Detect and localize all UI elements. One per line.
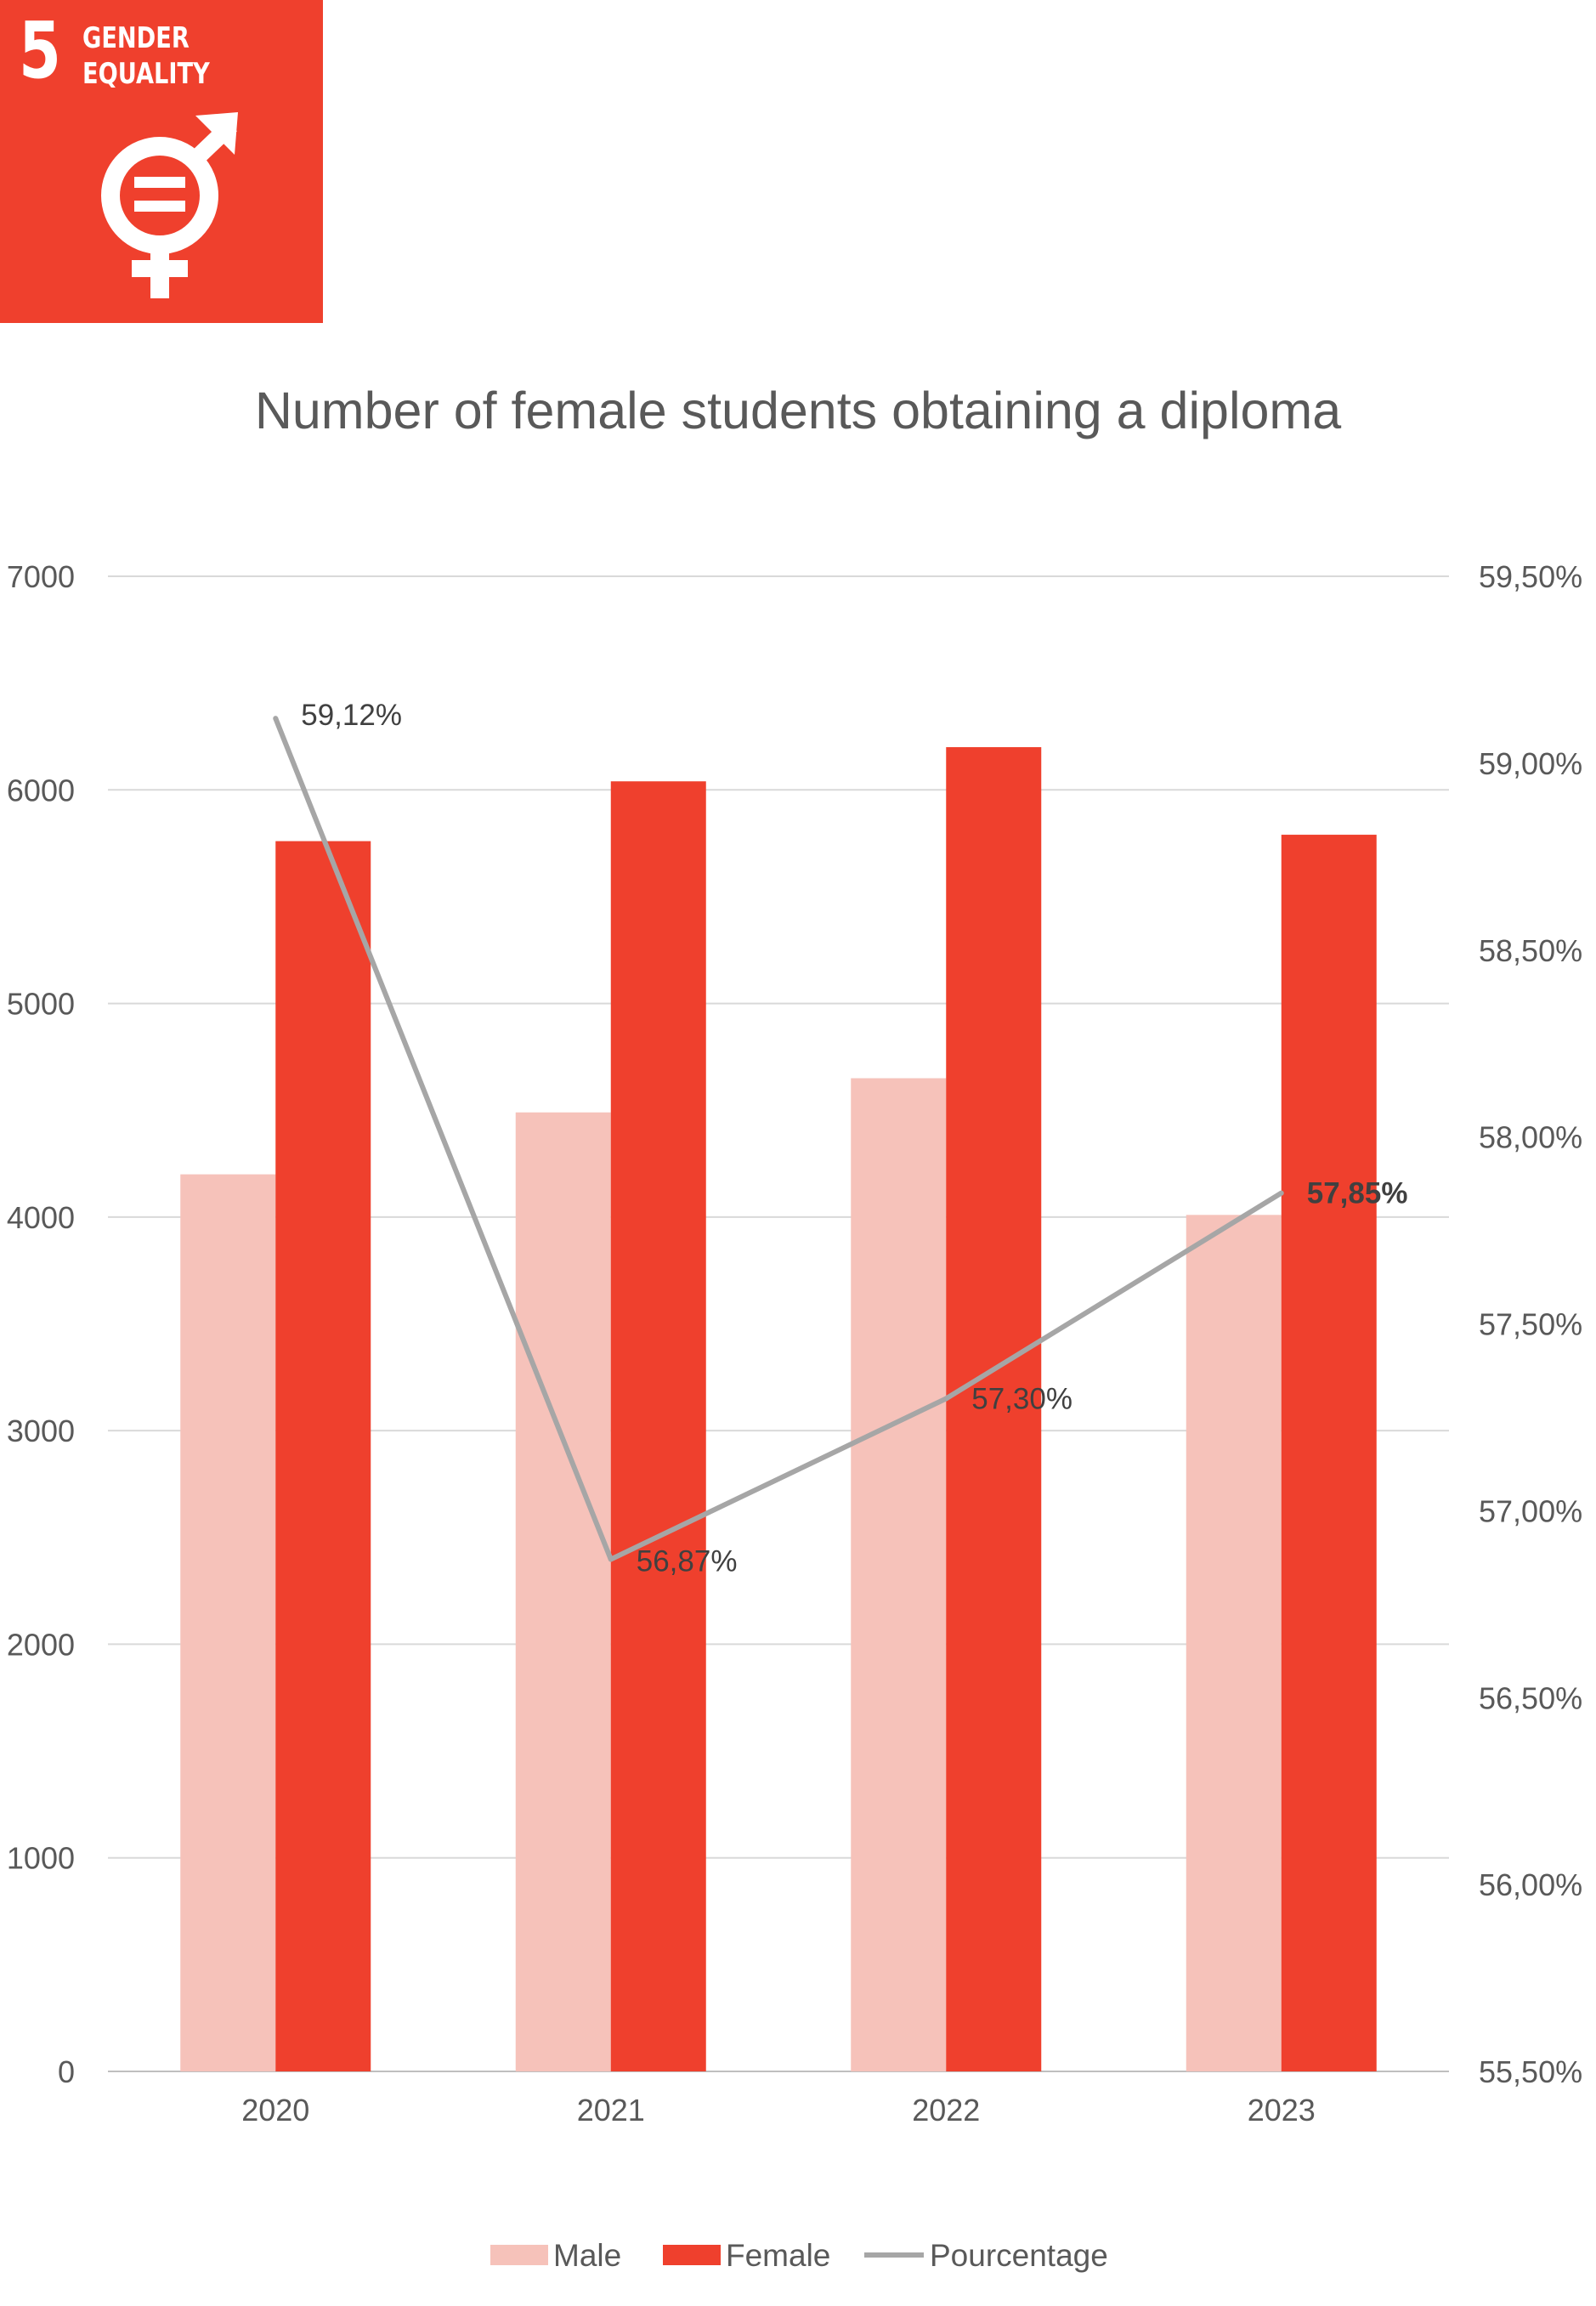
bar-male-2022 [851,1078,947,2071]
bar-male-2021 [515,1112,611,2071]
legend-label: Male [553,2238,621,2273]
legend-label: Pourcentage [930,2238,1108,2273]
right-axis-ticks: 55,50% 56,00% 56,50% 57,00% 57,50% 58,00% 58,5… [1479,559,1582,2089]
y2-tick-label: 57,00% [1479,1493,1582,1528]
legend-label: Female [726,2238,830,2273]
y2-tick-label: 58,00% [1479,1120,1582,1155]
bars [180,747,1377,2072]
y2-tick-label: 55,50% [1479,2054,1582,2089]
bar-male-2020 [180,1174,276,2071]
x-tick-label: 2022 [912,2093,980,2128]
y2-tick-label: 57,50% [1479,1307,1582,1342]
y2-tick-label: 59,00% [1479,746,1582,781]
y2-tick-label: 56,50% [1479,1680,1582,1715]
percentage-line-path [273,717,1283,1562]
y-tick-label: 1000 [7,1841,75,1876]
y2-tick-label: 59,50% [1479,559,1582,594]
percentage-line: 59,12% 56,87% 57,30% 57,85% [273,699,1407,1578]
bar-female-2020 [275,841,371,2072]
percentage-data-label: 59,12% [301,699,402,732]
percentage-data-label: 57,30% [971,1382,1072,1415]
bar-female-2021 [610,781,706,2071]
bar-female-2022 [946,747,1042,2071]
left-axis-ticks: 0 1000 2000 3000 4000 5000 6000 7000 [7,559,75,2089]
percentage-point [1278,1190,1284,1196]
sdg-number: 5 [19,5,61,96]
y-tick-label: 5000 [7,987,75,1022]
y-tick-label: 3000 [7,1414,75,1448]
y2-tick-label: 58,50% [1479,933,1582,968]
sdg-label-line1: GENDER [82,21,190,55]
percentage-data-label: 57,85% [1307,1177,1408,1210]
sdg-label: GENDER EQUALITY [82,20,210,92]
percentage-data-label: 56,87% [637,1545,738,1578]
percentage-point [273,716,279,722]
x-tick-label: 2020 [241,2093,309,2128]
bar-female-2023 [1281,835,1377,2072]
y-tick-label: 6000 [7,773,75,807]
percentage-point [943,1396,949,1402]
y-tick-label: 2000 [7,1627,75,1662]
x-tick-label: 2023 [1248,2093,1316,2128]
chart-title: Number of female students obtaining a di… [255,382,1341,439]
y-tick-label: 4000 [7,1200,75,1235]
legend: Male Female Pourcentage [490,2238,1108,2273]
sdg-label-line2: EQUALITY [82,57,210,91]
bar-male-2023 [1186,1215,1282,2071]
legend-swatch-male [490,2245,548,2265]
x-axis-ticks: 2020 2021 2022 2023 [241,2093,1316,2128]
gender-equality-icon [101,112,238,298]
sdg-badge: 5 GENDER EQUALITY [0,0,323,323]
legend-swatch-female [663,2245,721,2265]
y2-tick-label: 56,00% [1479,1867,1582,1902]
x-tick-label: 2021 [577,2093,645,2128]
percentage-point [608,1556,614,1562]
y-tick-label: 0 [58,2054,75,2089]
y-tick-label: 7000 [7,559,75,594]
